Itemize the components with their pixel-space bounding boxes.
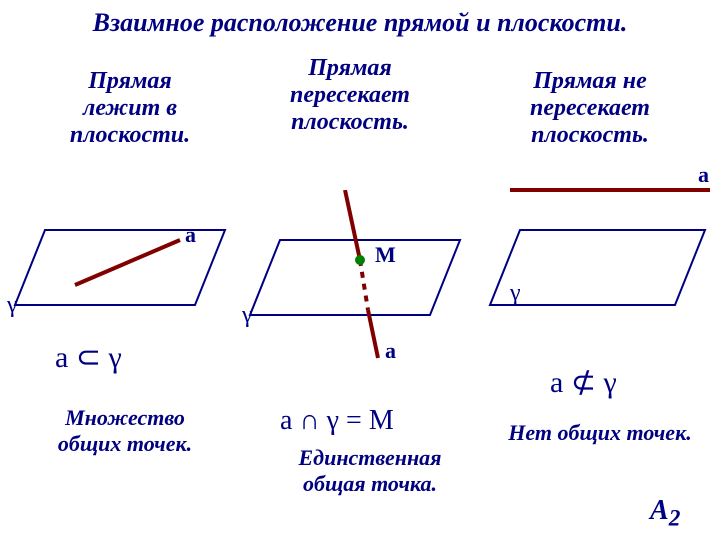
svg-text:а: а xyxy=(698,170,709,187)
col2-caption: Единственнаяобщая точка. xyxy=(255,445,485,497)
col3-caption: Нет общих точек. xyxy=(480,420,720,446)
col3-formula: а ⊄ γ xyxy=(550,365,617,400)
page-title: Взаимное расположение прямой и плоскости… xyxy=(0,8,720,38)
col2-formula: а ∩ γ = М xyxy=(280,405,394,437)
col1-formula: а ⊂ γ xyxy=(55,340,122,375)
axiom-label: А2 xyxy=(650,495,680,533)
svg-text:γ: γ xyxy=(6,292,18,318)
col2-subtitle: Прямаяпересекаетплоскость. xyxy=(235,55,465,136)
svg-text:а: а xyxy=(385,338,396,363)
col3-diagram: аγ xyxy=(480,170,715,330)
svg-text:γ: γ xyxy=(509,280,521,306)
svg-text:γ: γ xyxy=(241,302,253,328)
col1-diagram: аγ xyxy=(5,220,235,330)
col3-subtitle: Прямая непересекаетплоскость. xyxy=(480,68,700,149)
col1-subtitle: Прямаялежит вплоскости. xyxy=(30,68,230,149)
col1-caption: Множествообщих точек. xyxy=(20,405,230,457)
svg-text:М: М xyxy=(375,242,396,267)
col2-diagram: Мγ а xyxy=(240,190,470,370)
svg-text:а: а xyxy=(185,222,196,247)
